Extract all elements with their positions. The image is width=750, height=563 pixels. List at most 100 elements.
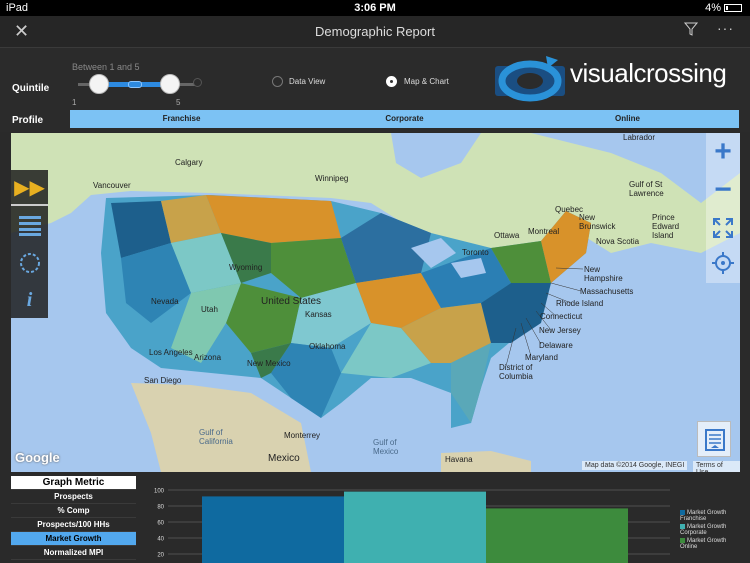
profile-tab-corporate[interactable]: Corporate (385, 114, 424, 123)
map-label-nevada: Nevada (151, 297, 179, 306)
bar-2[interactable] (344, 491, 486, 563)
region-shapes (111, 195, 591, 423)
bar-1[interactable] (202, 496, 344, 563)
map-attribution: Map data ©2014 Google, INEGI (582, 461, 688, 470)
list-icon[interactable] (11, 208, 48, 244)
map-label-labrador: Labrador (623, 133, 656, 142)
zoom-in-icon[interactable]: + (714, 135, 732, 168)
fast-forward-icon[interactable]: ▶▶ (11, 170, 48, 206)
slider-end-marker (193, 78, 202, 87)
map-label-new-brunswick: New Brunswick (579, 213, 616, 231)
legend-item: Market Growth Franchise (680, 510, 740, 522)
y-tick-label: 20 (157, 553, 164, 559)
y-tick-label: 80 (157, 505, 164, 511)
carrier-label: iPad (6, 2, 29, 14)
page-title: Demographic Report (315, 24, 435, 39)
map-label-nova-scotia: Nova Scotia (596, 237, 640, 246)
map-label-delaware: Delaware (539, 341, 573, 350)
graph-metric-list: Graph Metric Prospects % Comp Prospects/… (11, 476, 136, 563)
bar-3[interactable] (486, 508, 628, 563)
controls-panel: Quintile Between 1 and 5 1 5 Data View M… (0, 48, 750, 132)
map-label-rhode-island: Rhode Island (556, 299, 604, 308)
graph-metric-header: Graph Metric (11, 476, 136, 490)
slider-max-handle[interactable] (160, 74, 180, 94)
map-label-montreal: Montreal (528, 227, 560, 236)
profile-tab-franchise[interactable]: Franchise (162, 114, 201, 123)
metric-market-growth[interactable]: Market Growth (11, 532, 136, 546)
bar-chart: 100 80 60 40 20 (150, 480, 750, 563)
map-chart-label[interactable]: Map & Chart (404, 77, 449, 86)
clock: 3:06 PM (354, 2, 396, 14)
data-view-radio[interactable] (272, 76, 283, 87)
legend-swatch (680, 510, 685, 515)
y-tick-label: 60 (157, 521, 164, 527)
google-logo: Google (15, 450, 60, 465)
map-label-new-jersey: New Jersey (539, 326, 581, 335)
logo-text: visualcrossing (570, 58, 727, 88)
legend-swatch (680, 524, 685, 529)
close-icon[interactable]: ✕ (14, 21, 30, 41)
map-legend-button[interactable] (697, 421, 731, 457)
zoom-out-icon[interactable]: − (714, 173, 732, 206)
map-label-havana: Havana (445, 455, 473, 464)
map-label-pei: Prince Edward Island (652, 213, 680, 240)
legend-label: Market Growth Franchise (680, 510, 727, 522)
y-tick-label: 100 (154, 489, 165, 495)
legend-label: Market Growth Corporate (680, 524, 727, 536)
slider-min-handle[interactable] (89, 74, 109, 94)
map-label-vancouver: Vancouver (93, 181, 131, 190)
map-label-wyoming: Wyoming (229, 263, 263, 272)
filter-icon[interactable] (683, 22, 699, 41)
profile-tabs: Franchise Corporate Online (70, 110, 739, 128)
battery-icon (724, 4, 742, 13)
map-label-gulf-mexico: Gulf of Mexico (373, 438, 399, 456)
map-zoom-controls: + − (706, 133, 740, 283)
y-tick-label: 40 (157, 537, 164, 543)
nav-bar: ✕ Demographic Report ··· (0, 16, 750, 48)
legend-item: Market Growth Online (680, 538, 740, 550)
map-label-los-angeles: Los Angeles (149, 348, 193, 357)
map-label-maryland: Maryland (525, 353, 558, 362)
slider-range-grip[interactable] (128, 81, 142, 88)
map-label-utah: Utah (201, 305, 218, 314)
locate-icon[interactable] (706, 248, 740, 279)
map-label-kansas: Kansas (305, 310, 332, 319)
profile-label: Profile (12, 115, 44, 126)
map-label-gulf-st-lawrence: Gulf of St Lawrence (629, 180, 664, 198)
battery-percent: 4% (705, 2, 721, 14)
map-label-massachusetts: Massachusetts (580, 287, 634, 296)
fullscreen-icon[interactable] (706, 213, 740, 244)
map-label-arizona: Arizona (194, 353, 222, 362)
map-label-winnipeg: Winnipeg (315, 174, 349, 183)
metric-pct-comp[interactable]: % Comp (11, 504, 136, 518)
more-icon[interactable]: ··· (717, 20, 734, 36)
legend-icon (705, 429, 725, 451)
map-canvas (11, 133, 740, 472)
map-chart-radio[interactable] (386, 76, 397, 87)
data-view-label[interactable]: Data View (289, 77, 326, 86)
map-label-oklahoma: Oklahoma (309, 342, 346, 351)
metric-prospects[interactable]: Prospects (11, 490, 136, 504)
map-label-united-states: United States (261, 296, 322, 307)
legend-label: Market Growth Online (680, 538, 727, 550)
info-icon[interactable]: i (26, 289, 33, 311)
profile-tab-online[interactable]: Online (615, 114, 640, 123)
terms-link[interactable]: Terms of Use (693, 461, 740, 472)
map-label-gulf-california: Gulf of California (199, 428, 233, 446)
metric-prospects-per-100[interactable]: Prospects/100 HHs (11, 518, 136, 532)
map-label-ottawa: Ottawa (494, 231, 520, 240)
map-label-dc: District of Columbia (499, 363, 533, 381)
map-toolbox: ▶▶ i (11, 170, 48, 318)
metric-normalized-mpi[interactable]: Normalized MPI (11, 546, 136, 560)
map-label-monterrey: Monterrey (284, 431, 321, 440)
map-label-calgary: Calgary (175, 158, 203, 167)
map-label-connecticut: Connecticut (540, 312, 583, 321)
slider-min-label: 1 (72, 98, 77, 107)
lasso-select-icon[interactable] (11, 245, 48, 281)
slider-max-label: 5 (176, 98, 181, 107)
map-label-quebec: Quebec (555, 205, 584, 214)
map-label-new-hampshire: New Hampshire (584, 265, 623, 283)
map-view[interactable]: Labrador Calgary Vancouver Winnipeg Queb… (11, 133, 740, 472)
map-label-san-diego: San Diego (144, 376, 182, 385)
battery-indicator: 4% (705, 2, 742, 14)
